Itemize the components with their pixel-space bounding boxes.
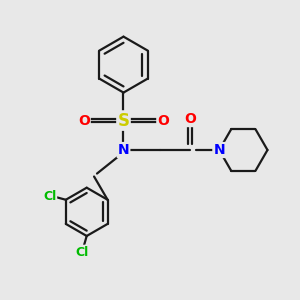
Text: N: N bbox=[118, 143, 129, 157]
Text: N: N bbox=[213, 143, 225, 157]
Text: O: O bbox=[157, 114, 169, 128]
Text: S: S bbox=[118, 112, 130, 130]
Text: Cl: Cl bbox=[43, 190, 56, 203]
Text: Cl: Cl bbox=[76, 246, 89, 259]
Text: O: O bbox=[184, 112, 196, 126]
Text: O: O bbox=[78, 114, 90, 128]
